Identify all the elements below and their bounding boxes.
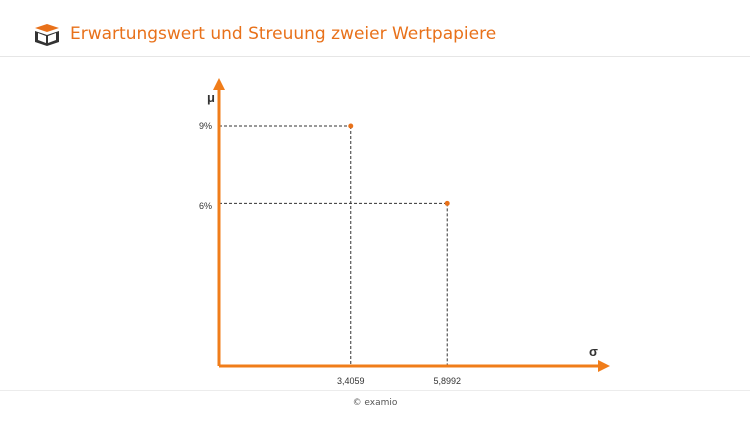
x-axis-arrow [598, 360, 610, 372]
guide-lines [219, 125, 448, 366]
examio-book-icon [35, 24, 59, 46]
data-point [444, 200, 450, 206]
data-point [348, 123, 354, 129]
tick-labels: 3,4059 5,8992 9% 6% [199, 121, 461, 386]
chart: μ σ 3,4059 5,8992 9% 6% [199, 78, 610, 386]
footer-divider [0, 390, 750, 391]
page-title: Erwartungswert und Streuung zweier Wertp… [70, 24, 497, 44]
y-tick-label: 6% [199, 201, 212, 211]
header: Erwartungswert und Streuung zweier Wertp… [0, 0, 750, 57]
y-tick-label: 9% [199, 121, 212, 131]
data-points [348, 123, 450, 206]
x-axis-label: σ [589, 344, 598, 359]
y-axis-arrow [213, 78, 225, 90]
footer-copyright: © examio [352, 398, 398, 408]
x-tick-label: 5,8992 [433, 376, 461, 386]
x-tick-label: 3,4059 [337, 376, 365, 386]
axes [213, 78, 610, 372]
y-axis-label: μ [207, 90, 215, 105]
